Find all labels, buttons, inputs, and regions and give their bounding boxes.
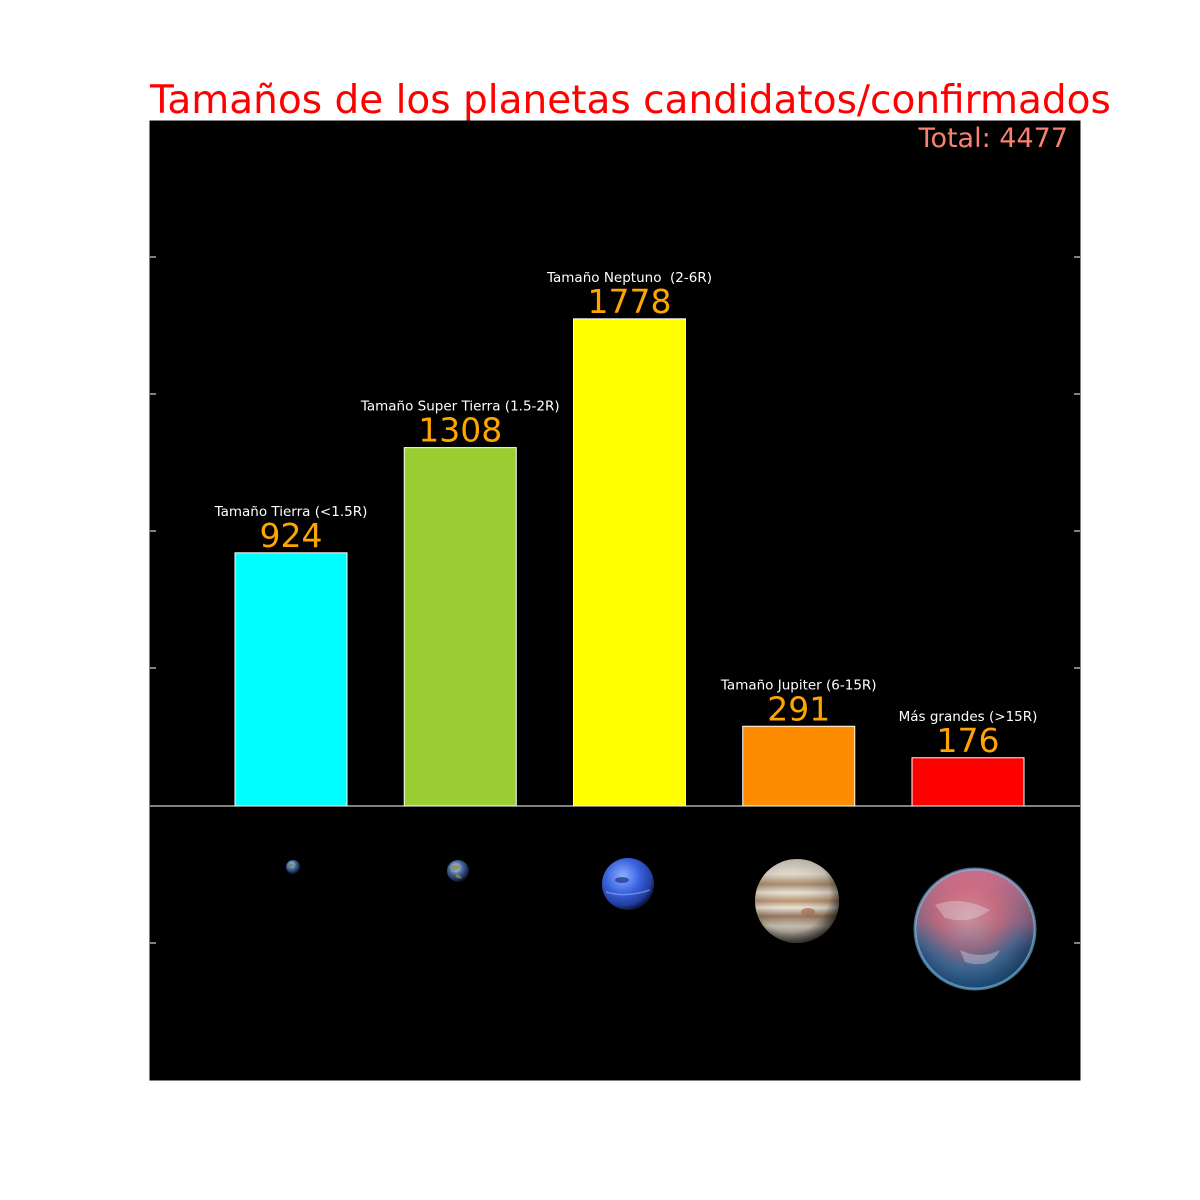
category-label-2: Tamaño Super Tierra (1.5-2R) <box>360 399 560 415</box>
giant-planet-icon <box>913 867 1037 991</box>
x-axis-ticks <box>234 121 912 1080</box>
super-earth-icon <box>447 860 469 882</box>
category-label-3: Tamaño Neptuno (2-6R) <box>546 270 712 286</box>
bar-5 <box>911 757 1025 807</box>
bar-4 <box>742 725 856 807</box>
bar-3 <box>573 318 686 807</box>
value-label-1: 924 <box>260 516 323 555</box>
bar-2 <box>403 447 517 807</box>
value-label-2: 1308 <box>418 411 502 450</box>
chart-title: Tamaños de los planetas candidatos/confi… <box>150 78 1111 123</box>
category-label-5: Más grandes (>15R) <box>899 709 1038 725</box>
total-label: Total: 4477 <box>918 123 1068 154</box>
neptune-icon <box>602 858 654 910</box>
bars <box>234 318 1025 807</box>
jupiter-icon <box>755 859 839 943</box>
value-label-5: 176 <box>937 721 1000 760</box>
category-label-1: Tamaño Tierra (<1.5R) <box>214 504 368 520</box>
value-label-3: 1778 <box>588 282 672 321</box>
category-label-4: Tamaño Jupiter (6-15R) <box>720 677 877 693</box>
bar-1 <box>234 552 348 807</box>
value-label-4: 291 <box>767 689 830 728</box>
earth-icon <box>286 860 300 874</box>
